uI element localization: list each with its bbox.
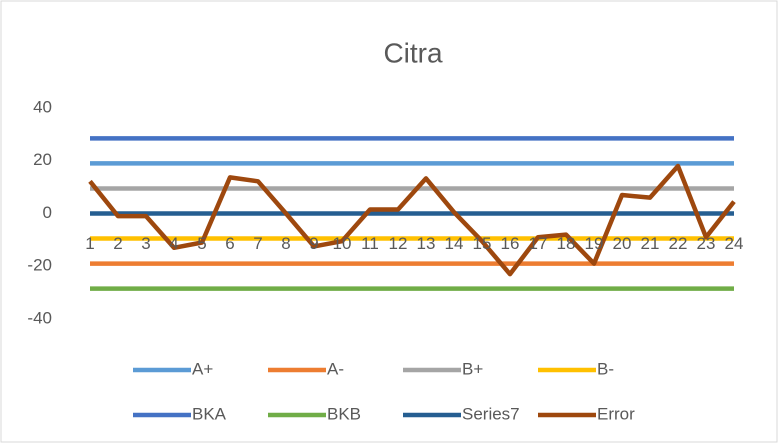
x-tick-label: 21 <box>641 234 660 253</box>
legend-label: B+ <box>462 359 483 378</box>
x-tick-label: 2 <box>113 234 122 253</box>
x-tick-label: 5 <box>197 234 206 253</box>
y-tick-label: -40 <box>27 308 52 327</box>
x-tick-label: 4 <box>169 234 178 253</box>
legend-label: B- <box>597 359 614 378</box>
y-tick-label: 0 <box>43 203 52 222</box>
x-tick-label: 18 <box>557 234 576 253</box>
chart-title: Citra <box>383 37 443 68</box>
legend-label: Error <box>597 404 635 423</box>
series-line <box>88 163 736 277</box>
legend-label: A- <box>327 359 344 378</box>
x-tick-label: 17 <box>529 234 548 253</box>
x-tick-label: 7 <box>253 234 262 253</box>
y-tick-label: 20 <box>33 150 52 169</box>
x-tick-label: 24 <box>725 234 744 253</box>
legend-label: BKB <box>327 404 361 423</box>
legend-label: A+ <box>192 359 213 378</box>
x-tick-label: 6 <box>225 234 234 253</box>
x-tick-label: 20 <box>613 234 632 253</box>
legend-label: Series7 <box>462 404 520 423</box>
x-tick-label: 3 <box>141 234 150 253</box>
x-tick-label: 15 <box>473 234 492 253</box>
x-tick-label: 9 <box>309 234 318 253</box>
x-tick-label: 16 <box>501 234 520 253</box>
x-tick-label: 14 <box>445 234 464 253</box>
x-tick-label: 12 <box>389 234 408 253</box>
x-tick-label: 22 <box>669 234 688 253</box>
x-tick-label: 11 <box>361 234 379 253</box>
x-tick-label: 1 <box>85 234 94 253</box>
x-tick-label: 23 <box>697 234 716 253</box>
y-tick-label: 40 <box>33 97 52 116</box>
y-tick-label: -20 <box>27 256 52 275</box>
x-tick-label: 19 <box>585 234 604 253</box>
x-tick-label: 10 <box>333 234 352 253</box>
x-tick-label: 8 <box>281 234 290 253</box>
legend-label: BKA <box>192 404 227 423</box>
x-tick-label: 13 <box>417 234 436 253</box>
